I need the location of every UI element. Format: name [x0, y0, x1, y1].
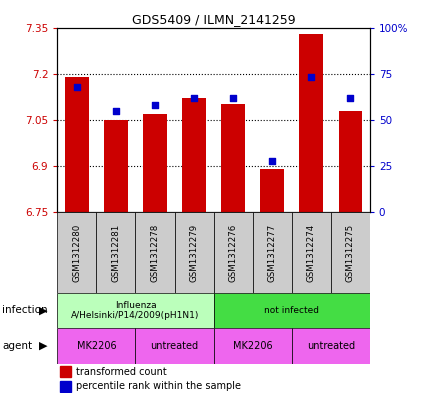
Bar: [60, 381, 71, 391]
Bar: [96, 212, 136, 293]
Text: MK2206: MK2206: [233, 341, 272, 351]
Text: infection: infection: [2, 305, 48, 316]
Bar: [57, 293, 213, 328]
Bar: [213, 328, 292, 364]
Bar: [221, 105, 245, 212]
Point: [74, 83, 80, 90]
Bar: [57, 212, 96, 293]
Bar: [143, 114, 167, 212]
Text: GSM1312280: GSM1312280: [72, 223, 82, 282]
Bar: [252, 212, 292, 293]
Text: MK2206: MK2206: [76, 341, 116, 351]
Bar: [261, 169, 284, 212]
Point: [308, 74, 314, 81]
Bar: [292, 328, 370, 364]
Text: GSM1312276: GSM1312276: [229, 223, 238, 282]
Bar: [292, 212, 331, 293]
Text: untreated: untreated: [307, 341, 355, 351]
Text: percentile rank within the sample: percentile rank within the sample: [76, 381, 241, 391]
Bar: [104, 120, 128, 212]
Text: ▶: ▶: [39, 341, 48, 351]
Point: [269, 157, 275, 163]
Bar: [182, 98, 206, 212]
Bar: [136, 328, 213, 364]
Bar: [338, 111, 362, 212]
Bar: [60, 366, 71, 377]
Text: GSM1312275: GSM1312275: [346, 223, 355, 282]
Bar: [136, 212, 175, 293]
Bar: [213, 293, 370, 328]
Bar: [57, 328, 136, 364]
Text: not infected: not infected: [264, 306, 319, 315]
Text: GSM1312281: GSM1312281: [111, 223, 120, 282]
Text: Influenza
A/Helsinki/P14/2009(pH1N1): Influenza A/Helsinki/P14/2009(pH1N1): [71, 301, 200, 320]
Text: GSM1312274: GSM1312274: [307, 223, 316, 282]
Point: [347, 95, 354, 101]
Bar: [300, 34, 323, 212]
Text: transformed count: transformed count: [76, 367, 167, 376]
Point: [113, 107, 119, 114]
Point: [230, 95, 236, 101]
Bar: [213, 212, 252, 293]
Text: untreated: untreated: [150, 341, 198, 351]
Text: ▶: ▶: [39, 305, 48, 316]
Text: GSM1312278: GSM1312278: [150, 223, 159, 282]
Text: GSM1312279: GSM1312279: [190, 224, 198, 281]
Text: GSM1312277: GSM1312277: [268, 223, 277, 282]
Bar: [175, 212, 213, 293]
Bar: [65, 77, 88, 212]
Point: [152, 102, 159, 108]
Point: [191, 95, 198, 101]
Text: agent: agent: [2, 341, 32, 351]
Title: GDS5409 / ILMN_2141259: GDS5409 / ILMN_2141259: [132, 13, 295, 26]
Bar: [331, 212, 370, 293]
